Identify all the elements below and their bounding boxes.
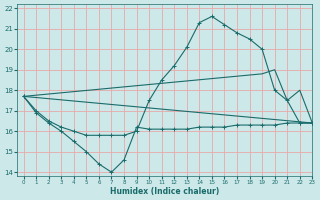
X-axis label: Humidex (Indice chaleur): Humidex (Indice chaleur) <box>110 187 220 196</box>
